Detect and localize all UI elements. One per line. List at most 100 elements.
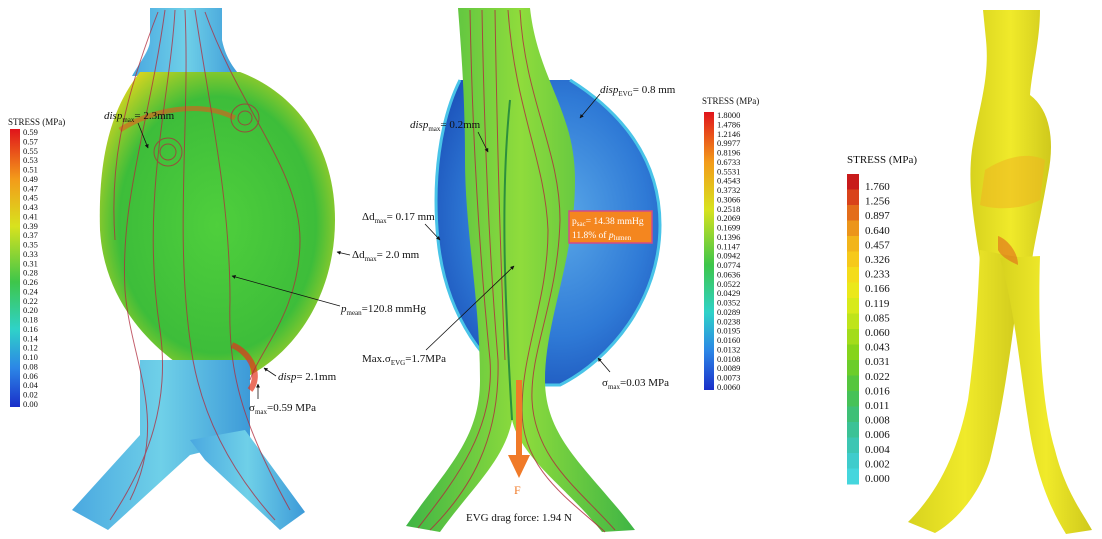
colorbar-a-tick-label: 0.08 <box>23 361 38 371</box>
colorbar-c-tick-label: 0.004 <box>865 444 890 456</box>
colorbar-a-tick-label: 0.41 <box>23 211 38 221</box>
colorbar-c-block <box>847 468 859 485</box>
arrow-dd-b <box>424 223 441 241</box>
iliac-left-a <box>72 360 250 530</box>
arrow-disp-top-a <box>137 122 149 149</box>
colorbar-b-tick-label: 0.0636 <box>717 269 740 279</box>
colorbar-c-tick-label: 0.166 <box>865 283 890 295</box>
colorbar-a-tick-label: 0.47 <box>23 183 38 193</box>
colorbar-c-tick-label: 0.897 <box>865 210 890 222</box>
colorbar-a-tick-label: 0.10 <box>23 352 38 362</box>
colorbar-b-tick-label: 1.8000 <box>717 110 740 120</box>
colorbar-b-tick-label: 0.0942 <box>717 251 740 261</box>
label-dd-max-b: Δdmax= 0.17 mm <box>362 211 435 225</box>
colorbar-a-tick-label: 0.57 <box>23 136 38 146</box>
annotations-a: dispmax= 2.3mm Δdmax= 2.0 mm pmean=120.8… <box>104 110 426 416</box>
label-disp-evg-b: dispEVG= 0.8 mm <box>600 84 676 98</box>
colorbar-b-tick-label: 1.2146 <box>717 129 740 139</box>
colorbar-c-block <box>847 220 859 237</box>
colorbar-c-block <box>847 205 859 221</box>
colorbar-c-block <box>847 298 859 314</box>
colorbar-c-tick-label: 0.640 <box>865 225 890 237</box>
colorbar-b-tick-label: 0.0089 <box>717 363 740 373</box>
label-max-sigma-evg-b: Max.σEVG=1.7MPa <box>362 353 446 367</box>
colorbar-a-gradient <box>10 129 20 407</box>
colorbar-b-tick-label: 0.0132 <box>717 344 740 354</box>
colorbar-c-tick-label: 1.256 <box>865 196 890 208</box>
colorbar-a-tick-label: 0.31 <box>23 258 38 268</box>
colorbar-a-tick-label: 0.37 <box>23 230 38 240</box>
label-disp-bottom-a: disp= 2.1mm <box>278 371 337 383</box>
aneurysm-model-a <box>72 8 335 530</box>
colorbar-a: STRESS (MPa) 0.590.570.550.530.510.490.4… <box>8 117 65 409</box>
panel-a: STRESS (MPa) 0.590.570.550.530.510.490.4… <box>8 8 426 530</box>
psac-box-b: psac= 14.38 mmHg 11.8% of plumen <box>568 210 653 244</box>
colorbar-c-tick-label: 0.002 <box>865 458 890 470</box>
colorbar-a-tick-label: 0.16 <box>23 324 38 334</box>
colorbar-c-block <box>847 251 859 268</box>
stress-highlight-a <box>118 106 237 133</box>
iliac-right-a <box>190 430 305 530</box>
psac-line1: psac= 14.38 mmHg <box>572 217 644 228</box>
colorbar-a-tick-label: 0.06 <box>23 371 38 381</box>
label-p-mean-a: pmean=120.8 mmHg <box>340 303 426 317</box>
colorbar-c-tick-label: 0.060 <box>865 327 890 339</box>
colorbar-b-tick-label: 0.3732 <box>717 185 740 195</box>
colorbar-b-tick-label: 0.2518 <box>717 204 740 214</box>
colorbar-b-tick-label: 0.0060 <box>717 382 740 392</box>
colorbar-a-ticks: 0.590.570.550.530.510.490.470.450.430.41… <box>23 127 39 409</box>
panel-b: psac= 14.38 mmHg 11.8% of plumen STRESS … <box>362 8 759 533</box>
colorbar-c-block <box>847 422 859 438</box>
colorbar-c-block <box>847 329 859 345</box>
streamlines-b <box>417 9 616 533</box>
colorbar-a-tick-label: 0.00 <box>23 399 38 409</box>
colorbar-a-tick-label: 0.28 <box>23 268 38 278</box>
colorbar-b-tick-label: 0.0108 <box>717 354 740 364</box>
colorbar-c-tick-label: 0.008 <box>865 415 890 427</box>
colorbar-a-tick-label: 0.20 <box>23 305 38 315</box>
colorbar-c-tick-label: 0.031 <box>865 356 890 368</box>
panel-c: STRESS (MPa) 1.760 1.256 0.897 0.640 0.457 0.… <box>847 10 1092 534</box>
colorbar-c-tick-label: 0.022 <box>865 371 890 383</box>
colorbar-a-tick-label: 0.43 <box>23 202 38 212</box>
vessel-hotspot-c <box>980 155 1045 209</box>
annotations-b: dispmax= 0.2mm dispEVG= 0.8 mm Δdmax= 0.… <box>362 84 676 524</box>
vessel-right-limb-c <box>1000 256 1092 534</box>
colorbar-a-tick-label: 0.14 <box>23 333 39 343</box>
streamlines-a <box>109 9 301 521</box>
colorbar-b-tick-label: 0.0073 <box>717 373 740 383</box>
colorbar-b-tick-label: 0.8196 <box>717 148 740 158</box>
colorbar-c-tick-label: 0.043 <box>865 342 890 354</box>
colorbar-b-tick-label: 0.0289 <box>717 307 740 317</box>
colorbar-c-block <box>847 406 859 423</box>
colorbar-a-tick-label: 0.24 <box>23 286 39 296</box>
arrow-sigma-b <box>597 357 611 373</box>
arrow-max-sigma-b <box>425 265 515 351</box>
psac-line2: 11.8% of plumen <box>572 230 632 242</box>
colorbar-c-tick-label: 0.011 <box>865 400 889 412</box>
force-arrow-shaft-b <box>516 380 522 455</box>
colorbar-c-block <box>847 189 859 206</box>
aneurysm-model-b <box>406 8 662 533</box>
colorbar-c-tick-label: 0.085 <box>865 312 890 324</box>
colorbar-a-tick-label: 0.33 <box>23 249 38 259</box>
stress-highlight-a2 <box>230 342 258 392</box>
graft-seam-b <box>503 99 513 421</box>
graft-body-b <box>406 8 635 532</box>
colorbar-b-tick-label: 0.2069 <box>717 213 740 223</box>
colorbar-a-tick-label: 0.35 <box>23 240 38 250</box>
colorbar-a-tick-label: 0.45 <box>23 193 38 203</box>
colorbar-b-ticks: 1.80001.47861.21460.99770.81960.67330.55… <box>717 110 741 392</box>
colorbar-a-tick-label: 0.59 <box>23 127 38 137</box>
colorbar-c-block <box>847 282 859 299</box>
vessel-left-limb-c <box>908 250 1022 533</box>
colorbar-b-tick-label: 0.0352 <box>717 298 740 308</box>
colorbar-c-block <box>847 174 859 190</box>
colorbar-b-gradient <box>704 112 714 390</box>
colorbar-a-tick-label: 0.55 <box>23 146 38 156</box>
colorbar-c-blocks <box>847 174 859 485</box>
colorbar-b-tick-label: 0.0774 <box>717 260 741 270</box>
colorbar-b-tick-label: 0.4543 <box>717 176 740 186</box>
colorbar-c-tick-label: 0.233 <box>865 269 890 281</box>
